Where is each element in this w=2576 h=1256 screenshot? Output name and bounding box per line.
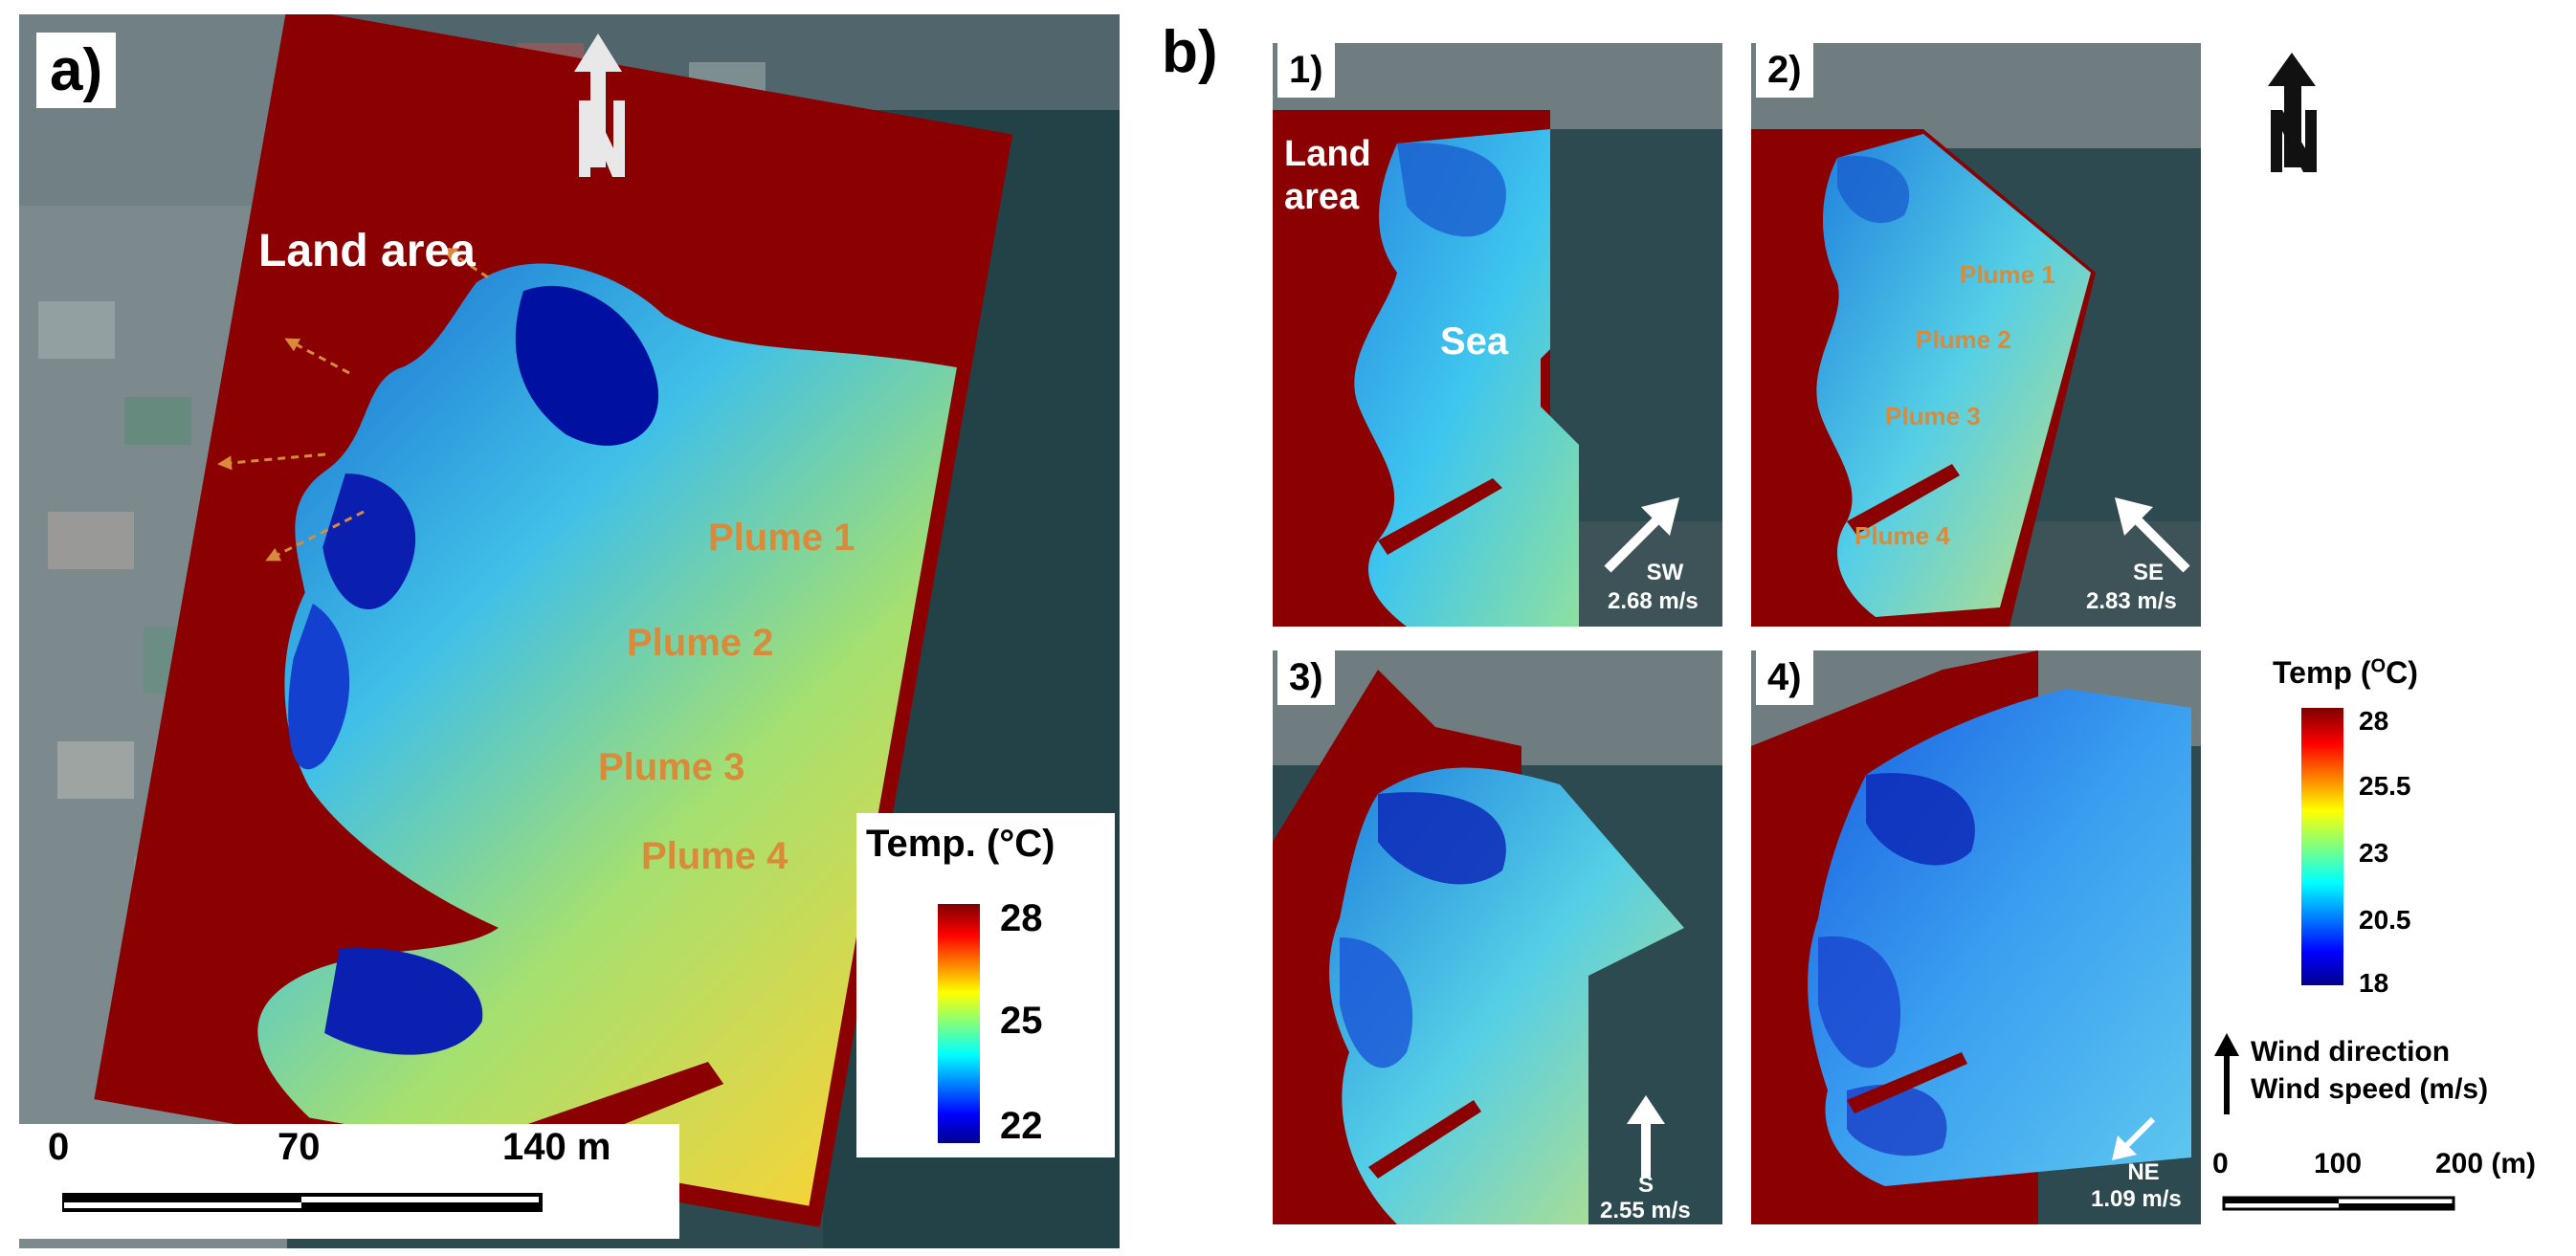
- panel-b-tick-28: 28: [2359, 706, 2389, 736]
- subpanel-4-wind-speed: 1.09 m/s: [2091, 1186, 2182, 1212]
- panel-b-legend-title: Temp (OC): [2273, 655, 2418, 691]
- subpanel-4: [1751, 650, 2201, 1224]
- land-area-label: Land area: [258, 226, 476, 276]
- panel-b-scale-0: 0: [2212, 1148, 2229, 1179]
- cold-plume-2: [322, 473, 416, 609]
- wind-legend-direction: Wind direction: [2251, 1036, 2451, 1068]
- panel-a-legend: Temp. (°C) 28 25 22: [856, 813, 1115, 1157]
- panel-b-tick-23: 23: [2359, 838, 2389, 868]
- legend-title-end: C): [2386, 655, 2418, 690]
- subpanel-2-plume-2: Plume 2: [1916, 325, 2011, 354]
- panel-b-label: b): [1148, 14, 1232, 90]
- subpanel-3-label: 3): [1277, 650, 1335, 705]
- scale-tick-70: 70: [278, 1126, 321, 1168]
- wind-arrow-ne-icon: [2112, 1116, 2156, 1160]
- panel-a-label: a): [36, 33, 117, 108]
- legend-title-base: Temp (: [2273, 655, 2371, 690]
- plume-1-arrow: [442, 247, 489, 279]
- subpanel-2-label: 2): [1756, 43, 1813, 98]
- subpanel-2-wind-speed: 2.83 m/s: [2086, 588, 2177, 614]
- subpanel-2-plume-3: Plume 3: [1885, 402, 1981, 430]
- thermal-image: [94, 6, 1013, 1227]
- north-arrow-icon: [574, 33, 625, 177]
- subpanel-2-wind-dir: SE: [2132, 560, 2164, 585]
- panel-b-tick-25-5: 25.5: [2359, 771, 2411, 801]
- cold-plume-1: [515, 285, 659, 446]
- subpanel-1-area-label: area: [1284, 177, 1360, 217]
- wind-legend-arrow-icon: [2214, 1033, 2239, 1114]
- subpanel-1-wind-speed: 2.68 m/s: [1608, 588, 1699, 614]
- panel-a-tick-22: 22: [1000, 1105, 1043, 1147]
- subpanel-3-wind-dir: S: [1637, 1172, 1654, 1198]
- plume-4-label: Plume 4: [641, 835, 788, 877]
- wind-legend-speed: Wind speed (m/s): [2251, 1073, 2489, 1105]
- panel-b-scale-100: 100: [2314, 1148, 2363, 1179]
- subpanel-4-label: 4): [1756, 650, 1813, 705]
- subpanel-4-map: [1751, 650, 2201, 1224]
- panel-a-tick-28: 28: [1000, 897, 1043, 939]
- subpanel-2-plume-4: Plume 4: [1854, 521, 1950, 550]
- wind-arrow-s-icon: [1627, 1095, 1665, 1177]
- subpanel-1-wind-dir: SW: [1646, 560, 1684, 585]
- plume-3-arrow: [217, 452, 326, 471]
- plume-3-label: Plume 3: [598, 746, 745, 788]
- panel-b-tick-20-5: 20.5: [2359, 905, 2411, 935]
- subpanel-4-wind-dir: NE: [2127, 1159, 2160, 1185]
- panel-b-north-arrow-icon: [2268, 53, 2317, 172]
- panel-a-scale-bar: 0 70 140 m: [19, 1124, 679, 1239]
- scale-bar-graphic: [62, 1193, 543, 1212]
- panel-b-tick-18: 18: [2359, 968, 2389, 998]
- panel-b-legend: Temp (OC) 28 25.5 23 20.5 18: [2239, 650, 2574, 998]
- panel-b-scale-bar-graphic: [2222, 1196, 2455, 1211]
- panel-b-scale-200: 200 (m): [2435, 1148, 2537, 1179]
- subpanel-1-sea-label: Sea: [1440, 320, 1509, 363]
- subpanel-3-map: [1273, 650, 1722, 1224]
- panel-b-colorbar: [2301, 708, 2343, 985]
- scale-tick-140: 140 m: [502, 1126, 611, 1168]
- plume-4-arrow: [265, 510, 365, 562]
- panel-a-tick-25: 25: [1000, 1000, 1043, 1042]
- subpanel-3: [1273, 650, 1722, 1224]
- subpanel-3-wind-speed: 2.55 m/s: [1600, 1198, 1691, 1223]
- plume-2-arrow: [284, 338, 350, 375]
- panel-a-legend-title: Temp. (°C): [866, 823, 1055, 865]
- subpanel-1-label: 1): [1277, 43, 1335, 98]
- cold-plume-3: [288, 603, 350, 769]
- panel-a-colorbar: [938, 904, 980, 1143]
- plume-2-label: Plume 2: [627, 622, 774, 664]
- wind-arrow-sw-icon: [1604, 497, 1679, 573]
- wind-arrow-se-icon: [2115, 497, 2190, 573]
- subpanel-2-plume-1: Plume 1: [1960, 260, 2055, 289]
- scale-tick-0: 0: [48, 1126, 70, 1168]
- cold-plume-4: [324, 947, 483, 1055]
- plume-1-label: Plume 1: [708, 517, 855, 559]
- legend-title-sup: O: [2370, 655, 2387, 677]
- subpanel-1-land-label: Land: [1284, 134, 1371, 174]
